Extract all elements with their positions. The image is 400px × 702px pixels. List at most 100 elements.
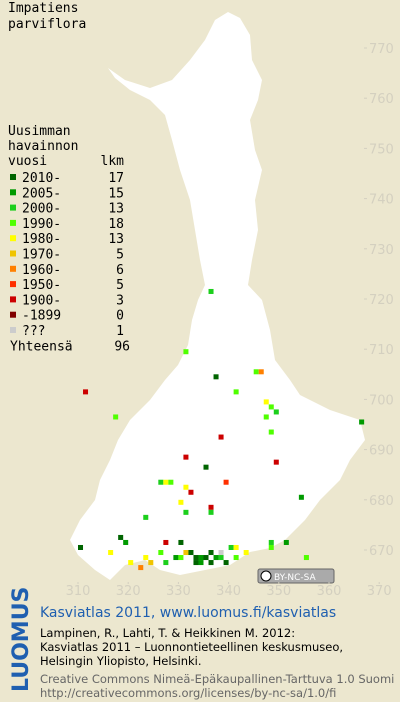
occurrence-square	[208, 509, 214, 515]
y-tick-label: 680	[369, 494, 394, 509]
occurrence-square	[213, 555, 219, 561]
x-tick-label: 340	[216, 584, 241, 599]
occurrence-square	[268, 429, 274, 435]
legend-label: 1970-	[22, 248, 61, 263]
legend-swatch	[10, 250, 16, 257]
legend-count: 15	[108, 186, 124, 201]
legend-count: 13	[108, 232, 124, 247]
total-count: 96	[114, 339, 130, 354]
occurrence-square	[193, 555, 199, 561]
y-tick-label: 730	[369, 243, 394, 258]
occurrence-square	[113, 414, 119, 420]
occurrence-square	[198, 555, 204, 561]
y-tick-label: 690	[369, 444, 394, 459]
occurrence-square	[173, 555, 179, 561]
occurrence-square	[158, 479, 164, 485]
occurrence-square	[273, 409, 279, 415]
cc-badge-box	[257, 568, 335, 584]
cc-badge[interactable]: BY-NC-SA	[257, 568, 335, 584]
y-tick-label: 760	[369, 92, 394, 107]
occurrence-square	[123, 539, 129, 545]
occurrence-square	[148, 560, 154, 566]
legend-swatch	[10, 296, 16, 303]
occurrence-square	[268, 544, 274, 550]
occurrence-square	[268, 539, 274, 545]
y-tick-label: 700	[369, 393, 394, 408]
title: parviflora	[8, 17, 86, 32]
occurrence-square	[218, 550, 224, 556]
occurrence-square	[218, 555, 224, 561]
y-tick-label: 720	[369, 293, 394, 308]
occurrence-square	[233, 555, 239, 561]
citation: Lampinen, R., Lahti, T. & Heikkinen M. 2…	[40, 626, 295, 640]
occurrence-square	[233, 389, 239, 395]
legend-swatch	[10, 189, 16, 196]
legend-count: 0	[116, 309, 124, 324]
legend-label: 1960-	[22, 263, 61, 278]
occurrence-square	[268, 404, 274, 410]
occurrence-square	[193, 560, 199, 566]
legend-label: ???	[22, 324, 45, 339]
y-tick-label: 750	[369, 142, 394, 157]
legend-count: 3	[116, 293, 124, 308]
license[interactable]: http://creativecommons.org/licenses/by-n…	[40, 686, 336, 700]
legend-label: 1980-	[22, 232, 61, 247]
occurrence-square	[298, 494, 304, 500]
legend-count: 18	[108, 217, 124, 232]
legend-label: 2010-	[22, 171, 61, 186]
occurrence-square	[163, 539, 169, 545]
occurrence-square	[253, 369, 259, 375]
occurrence-square	[118, 534, 124, 540]
occurrence-square	[168, 479, 174, 485]
occurrence-square	[183, 509, 189, 515]
license: Creative Commons Nimeä-Epäkaupallinen-Ta…	[40, 672, 394, 686]
occurrence-square	[303, 555, 309, 561]
occurrence-square	[208, 504, 214, 510]
x-tick-label: 310	[66, 584, 91, 599]
occurrence-square	[359, 419, 365, 425]
total-label: Yhteensä	[10, 339, 73, 354]
occurrence-square	[273, 459, 279, 465]
cc-text: BY-NC-SA	[274, 573, 317, 583]
occurrence-square	[78, 544, 84, 550]
occurrence-square	[223, 479, 229, 485]
occurrence-square	[263, 399, 269, 405]
legend-swatch	[10, 311, 16, 318]
x-tick-label: 370	[367, 584, 392, 599]
occurrence-square	[203, 555, 209, 561]
legend-heading: lkm	[101, 154, 125, 169]
legend-swatch	[10, 265, 16, 272]
legend-heading: vuosi	[8, 154, 47, 169]
occurrence-square	[208, 560, 214, 566]
legend-label: 2000-	[22, 202, 61, 217]
occurrence-square	[158, 550, 164, 556]
legend-swatch	[10, 327, 16, 333]
occurrence-square	[218, 434, 224, 440]
occurrence-square	[258, 369, 264, 375]
legend-count: 1	[116, 324, 124, 339]
legend-label: 1900-	[22, 293, 61, 308]
occurrence-square	[108, 550, 114, 556]
occurrence-square	[223, 560, 229, 566]
occurrence-square	[203, 464, 209, 470]
legend-swatch	[10, 174, 16, 180]
citation: Kasviatlas 2011 – Luonnontieteellinen ke…	[40, 640, 343, 654]
x-tick-label: 350	[266, 584, 291, 599]
occurrence-square	[263, 414, 269, 420]
occurrence-square	[183, 349, 189, 355]
occurrence-square	[138, 565, 144, 571]
occurrence-square	[188, 550, 194, 556]
occurrence-square	[143, 555, 149, 561]
legend-count: 13	[108, 202, 124, 217]
occurrence-square	[198, 560, 204, 566]
legend-swatch	[10, 204, 16, 211]
occurrence-square	[283, 539, 289, 545]
y-tick-label: 670	[369, 544, 394, 559]
y-tick-label: 770	[369, 42, 394, 57]
link[interactable]: Kasviatlas 2011, www.luomus.fi/kasviatla…	[40, 605, 336, 621]
occurrence-square	[178, 555, 184, 561]
cc-icon	[260, 570, 272, 582]
occurrence-square	[183, 454, 189, 460]
legend-count: 5	[116, 248, 124, 263]
